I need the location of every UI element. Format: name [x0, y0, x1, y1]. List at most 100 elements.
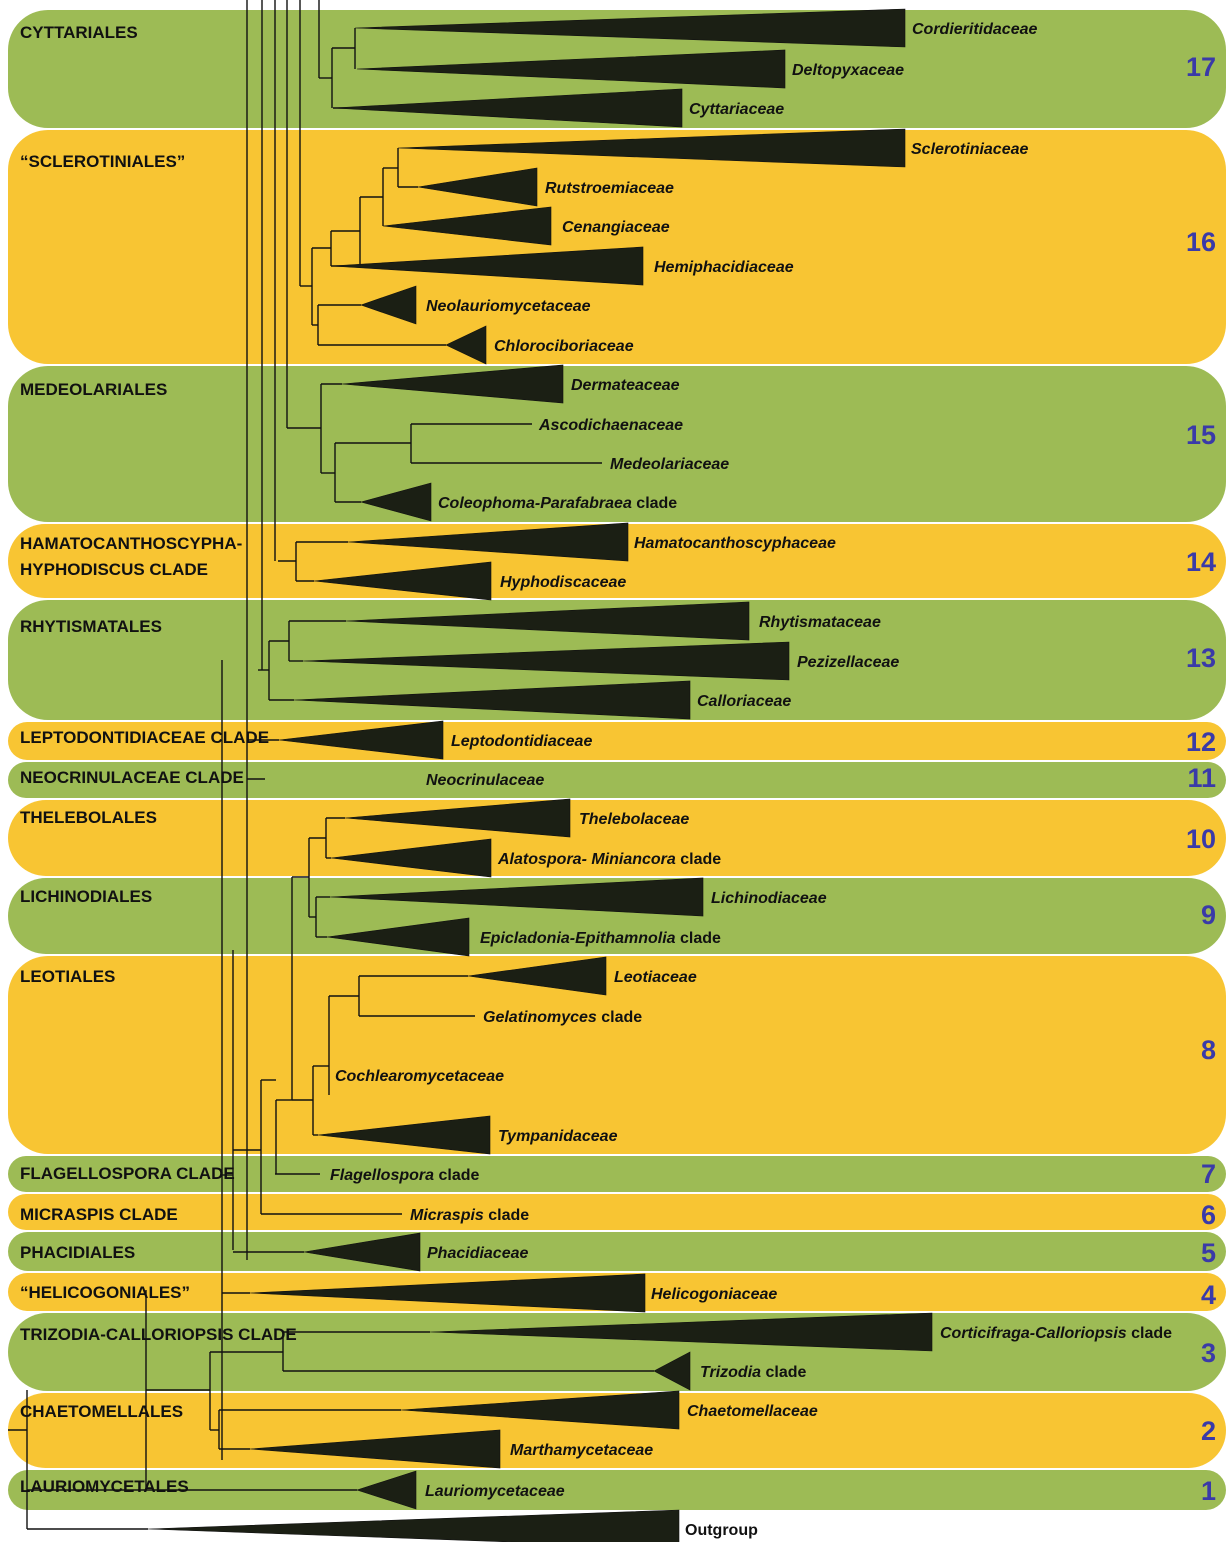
wedge-hyphodiscaceae [313, 561, 492, 601]
band-title-6: MICRASPIS CLADE [20, 1205, 178, 1224]
taxon-name: Sclerotiniaceae [911, 141, 1029, 158]
band-number-3: 3 [1201, 1338, 1216, 1368]
wedge-leotiaceae [467, 956, 607, 996]
band-title-4: “HELICOGONIALES” [20, 1283, 190, 1302]
taxon-name: Chaetomellaceae [687, 1403, 818, 1420]
band-10 [8, 800, 1226, 876]
taxon-name: Rhytismataceae [759, 614, 881, 631]
taxon-gelatinomyces: Gelatinomyces clade [483, 1009, 642, 1026]
taxon-name: Lauriomycetaceae [425, 1483, 565, 1500]
taxon-cyttariaceae: Cyttariaceae [689, 101, 784, 118]
taxon-name: Coleophoma-Parafabraea [438, 495, 632, 512]
taxon-name: Cyttariaceae [689, 101, 784, 118]
band-5 [8, 1232, 1226, 1271]
taxon-labels: Cordieritidaceae Deltopyxaceae Cyttariacea… [330, 21, 1172, 1539]
band-number-9: 9 [1201, 900, 1216, 930]
taxon-corticifraga-calloriopsis: Corticifraga-Calloriopsis clade [940, 1325, 1172, 1342]
taxon-name: Medeolariaceae [610, 456, 729, 473]
band-12 [8, 722, 1226, 760]
band-title-10: THELEBOLALES [20, 808, 157, 827]
taxon-cenangiaceae: Cenangiaceae [562, 219, 670, 236]
taxon-name: Ascodichaenaceae [538, 417, 683, 434]
taxon-suffix: clade [761, 1364, 806, 1381]
taxon-name: Gelatinomyces [483, 1009, 597, 1026]
wedge-rhytismataceae [345, 601, 750, 641]
taxon-hemiphacidiaceae: Hemiphacidiaceae [654, 259, 794, 276]
taxon-chlorociboriaceae: Chlorociboriaceae [494, 338, 634, 355]
wedge-tympanidaceae [317, 1115, 491, 1155]
wedge-chaetomellaceae [400, 1390, 680, 1430]
taxon-ascodichaenaceae: Ascodichaenaceae [538, 417, 683, 434]
taxon-neocrinulaceae: Neocrinulaceae [426, 772, 544, 789]
band-number-12: 12 [1186, 727, 1216, 757]
taxon-chaetomellaceae: Chaetomellaceae [687, 1403, 818, 1420]
taxon-name: Tympanidaceae [498, 1128, 618, 1145]
taxon-hamatocanthoscyphaceae: Hamatocanthoscyphaceae [634, 535, 836, 552]
band-title-12: LEPTODONTIDIACEAE CLADE [20, 728, 269, 747]
taxon-name: Thelebolaceae [579, 811, 689, 828]
band-9 [8, 878, 1226, 954]
taxon-dermateaceae: Dermateaceae [571, 377, 680, 394]
taxon-name: Dermateaceae [571, 377, 680, 394]
wedge-marthamycetaceae [249, 1429, 501, 1469]
band-number-7: 7 [1201, 1159, 1216, 1189]
wedge-phacidiaceae [303, 1232, 421, 1272]
taxon-name: Cenangiaceae [562, 219, 670, 236]
band-title-16: “SCLEROTINIALES” [20, 152, 185, 171]
band-number-16: 16 [1186, 227, 1216, 257]
wedge-hamatocanthoscyphaceae [347, 522, 629, 562]
wedge-lauriomycetaceae [356, 1470, 417, 1510]
taxon-epicladonia-epithamnolia: Epicladonia-Epithamnolia clade [480, 930, 721, 947]
taxon-trizodia: Trizodia clade [700, 1364, 807, 1381]
wedge-thelebolaceae [344, 798, 571, 838]
band-number-8: 8 [1201, 1035, 1216, 1065]
band-title-3: TRIZODIA-CALLORIOPSIS CLADE [20, 1325, 297, 1344]
taxon-hyphodiscaceae: Hyphodiscaceae [500, 574, 626, 591]
taxon-sclerotiniaceae: Sclerotiniaceae [911, 141, 1029, 158]
taxon-thelebolaceae: Thelebolaceae [579, 811, 689, 828]
band-number-15: 15 [1186, 420, 1216, 450]
band-title-14: HAMATOCANTHOSCYPHA- [20, 534, 242, 553]
taxon-name: Epicladonia-Epithamnolia [480, 930, 676, 947]
wedge-deltopyxaceae [356, 49, 786, 89]
wedge-chlorociboriaceae [445, 325, 487, 365]
taxon-suffix: clade [1127, 1325, 1172, 1342]
taxon-name: Micraspis [410, 1207, 484, 1224]
taxon-flagellospora: Flagellospora clade [330, 1167, 479, 1184]
taxon-suffix: clade [676, 930, 721, 947]
band-title-11: NEOCRINULACEAE CLADE [20, 768, 244, 787]
taxon-lichinodiaceae: Lichinodiaceae [711, 890, 827, 907]
band-title-7: FLAGELLOSPORA CLADE [20, 1164, 235, 1183]
collapsed-clades [147, 8, 933, 1542]
band-number-1: 1 [1201, 1476, 1216, 1506]
taxon-leotiaceae: Leotiaceae [614, 969, 697, 986]
taxon-rhytismataceae: Rhytismataceae [759, 614, 881, 631]
taxon-name: Alatospora- Miniancora [497, 851, 676, 868]
taxon-outgroup: Outgroup [685, 1522, 758, 1539]
band-title-13: RHYTISMATALES [20, 617, 162, 636]
wedge-sclerotiniaceae [397, 128, 906, 168]
wedge-epicladonia-epithamnolia [326, 917, 470, 957]
taxon-name: Outgroup [685, 1522, 758, 1539]
wedge-outgroup [147, 1509, 680, 1542]
taxon-name: Calloriaceae [697, 693, 791, 710]
band-number-10: 10 [1186, 824, 1216, 854]
band-11 [8, 762, 1226, 798]
taxon-name: Flagellospora [330, 1167, 434, 1184]
taxon-suffix: clade [632, 495, 677, 512]
taxon-phacidiaceae: Phacidiaceae [427, 1245, 529, 1262]
wedge-trizodia [653, 1351, 691, 1391]
band-title-8: LEOTIALES [20, 967, 115, 986]
taxon-neolauriomycetaceae: Neolauriomycetaceae [426, 298, 591, 315]
wedge-neolauriomycetaceae [360, 285, 417, 325]
band-15 [8, 366, 1226, 522]
taxon-cochlearomycetaceae: Cochlearomycetaceae [335, 1068, 504, 1085]
band-number-2: 2 [1201, 1416, 1216, 1446]
band-number-5: 5 [1201, 1238, 1216, 1268]
taxon-name: Deltopyxaceae [792, 62, 904, 79]
taxon-name: Leptodontidiaceae [451, 733, 592, 750]
taxon-name: Helicogoniaceae [651, 1286, 777, 1303]
taxon-suffix: clade [434, 1167, 479, 1184]
taxon-name: Chlorociboriaceae [494, 338, 634, 355]
wedge-cyttariaceae [332, 88, 683, 128]
